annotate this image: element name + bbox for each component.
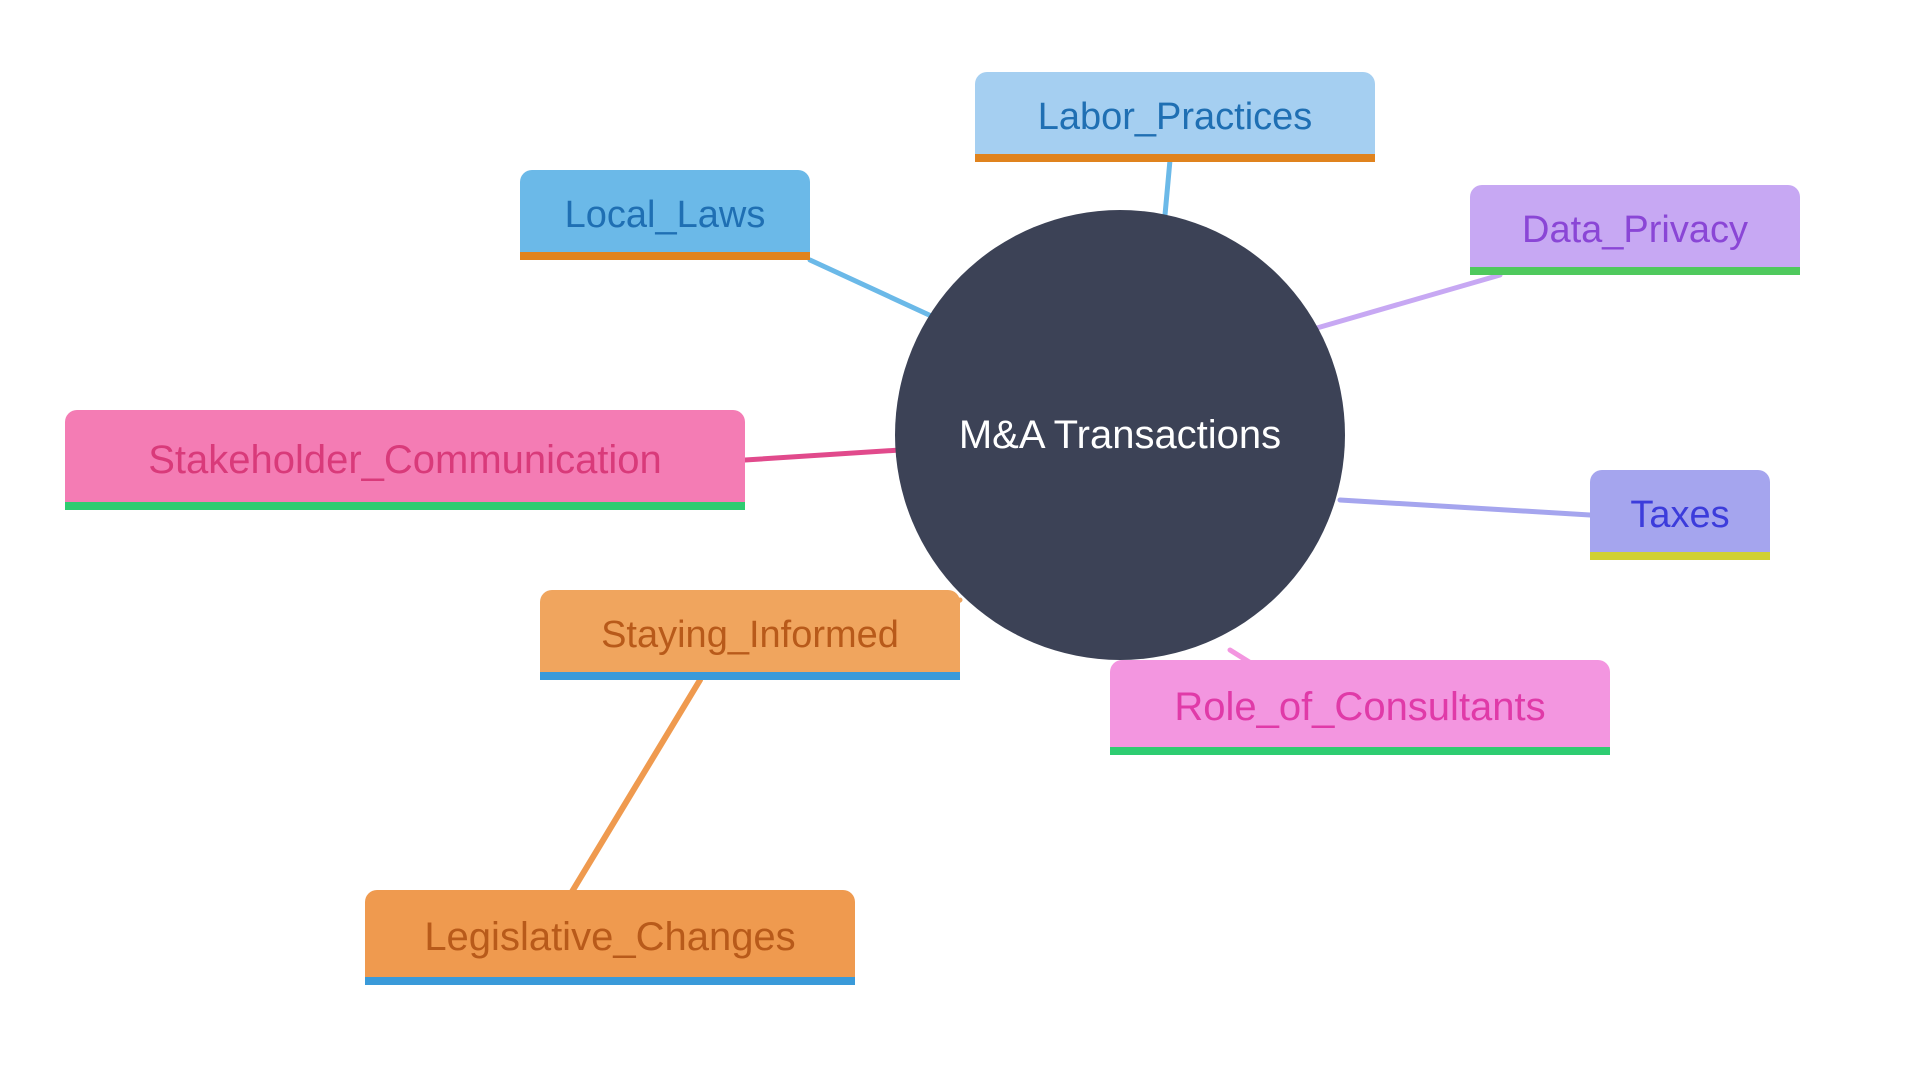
edge xyxy=(1165,160,1170,215)
edge xyxy=(1340,500,1590,515)
node-stakeholder_communication: Stakeholder_Communication xyxy=(65,410,745,510)
node-data_privacy: Data_Privacy xyxy=(1470,185,1800,275)
node-legislative_changes: Legislative_Changes xyxy=(365,890,855,985)
edge xyxy=(745,450,900,460)
node-underline xyxy=(365,977,855,985)
node-label: Taxes xyxy=(1630,494,1729,537)
node-labor_practices: Labor_Practices xyxy=(975,72,1375,162)
node-underline xyxy=(975,154,1375,162)
node-label: Staying_Informed xyxy=(601,614,899,657)
mindmap-diagram: M&A Transactions Labor_Practices Local_Law… xyxy=(0,0,1920,1080)
node-underline xyxy=(520,252,810,260)
node-staying_informed: Staying_Informed xyxy=(540,590,960,680)
center-node: M&A Transactions xyxy=(895,210,1345,660)
node-underline xyxy=(65,502,745,510)
node-underline xyxy=(1590,552,1770,560)
node-label: Legislative_Changes xyxy=(424,915,795,960)
edge xyxy=(1310,275,1500,330)
node-underline xyxy=(1110,747,1610,755)
node-underline xyxy=(1470,267,1800,275)
node-label: Data_Privacy xyxy=(1522,209,1748,252)
node-label: Stakeholder_Communication xyxy=(148,438,662,483)
node-label: Labor_Practices xyxy=(1038,96,1313,139)
node-taxes: Taxes xyxy=(1590,470,1770,560)
node-local_laws: Local_Laws xyxy=(520,170,810,260)
node-underline xyxy=(540,672,960,680)
node-role_of_consultants: Role_of_Consultants xyxy=(1110,660,1610,755)
edge xyxy=(570,680,700,895)
edge xyxy=(810,260,940,320)
center-node-label: M&A Transactions xyxy=(959,413,1281,458)
node-label: Local_Laws xyxy=(565,194,766,237)
node-label: Role_of_Consultants xyxy=(1174,685,1545,730)
